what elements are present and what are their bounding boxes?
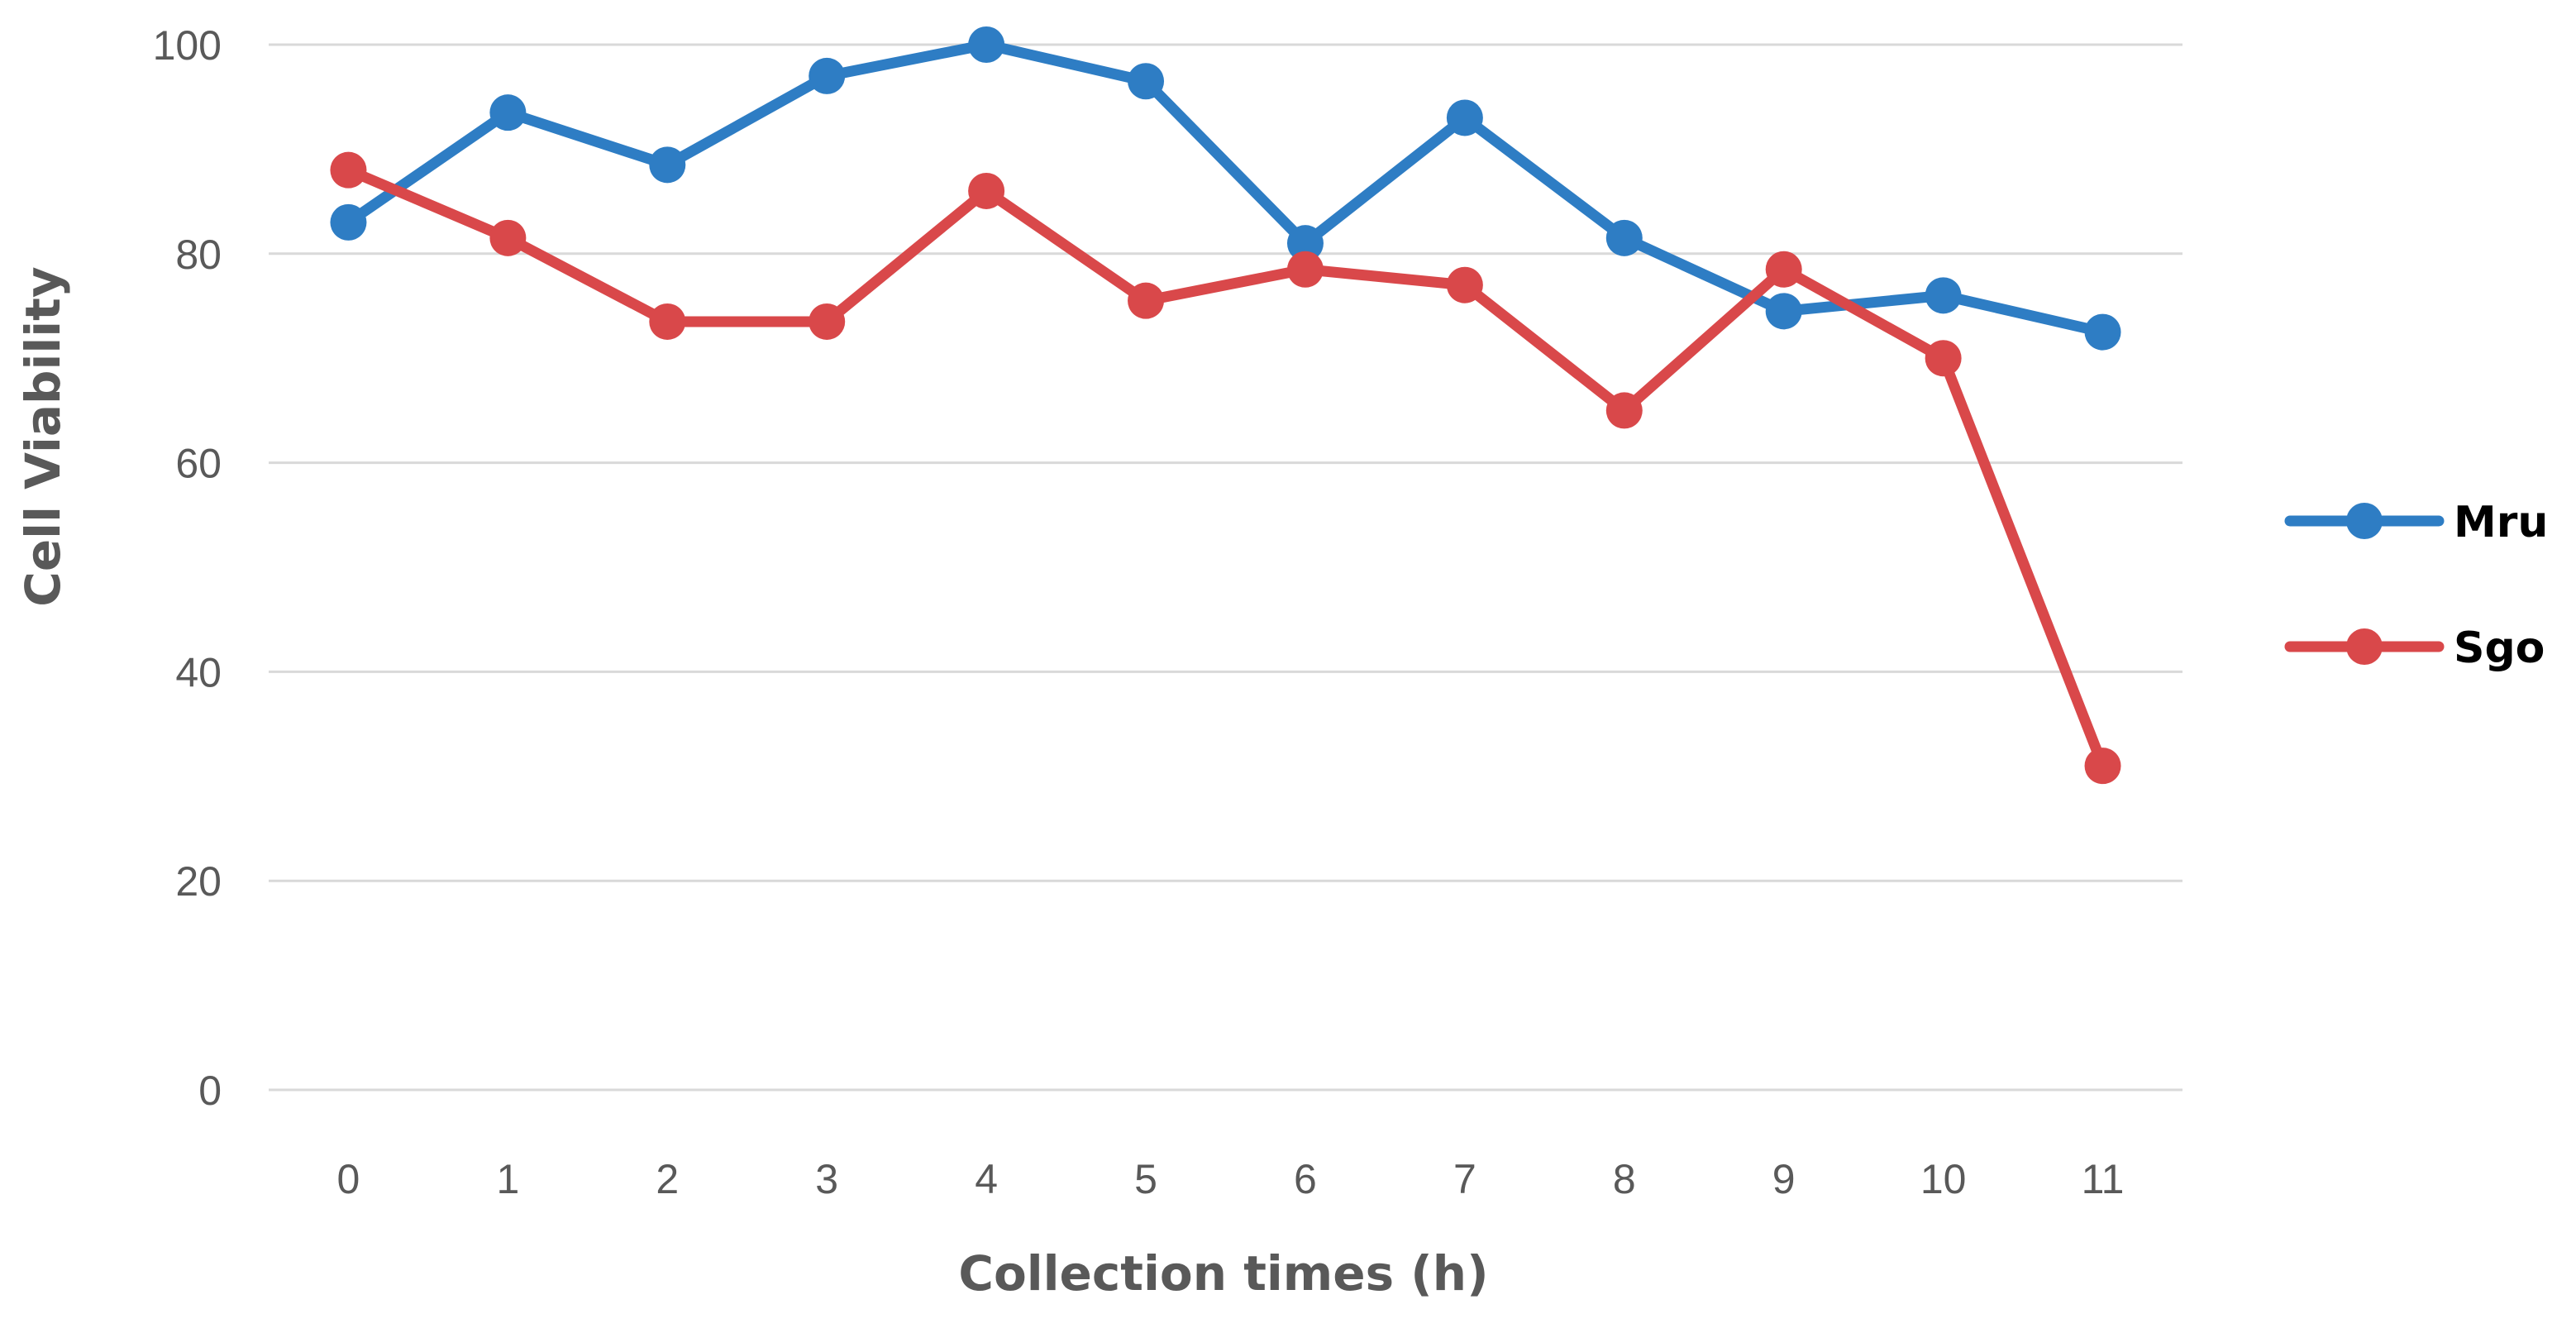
data-point-mru [968, 26, 1005, 63]
data-point-mru [809, 57, 846, 94]
series-mru [330, 26, 2121, 351]
legend-swatch-marker [2346, 503, 2383, 539]
data-point-sgo [1128, 282, 1165, 319]
x-tick-label: 3 [815, 1156, 838, 1202]
data-point-sgo [489, 219, 527, 256]
y-axis-tick-labels: 0 20 40 60 80 100 [153, 22, 222, 1114]
x-tick-label: 7 [1453, 1156, 1476, 1202]
x-tick-label: 1 [496, 1156, 519, 1202]
series-lines [330, 26, 2121, 785]
data-point-sgo [1286, 251, 1324, 288]
data-point-sgo [1605, 392, 1643, 429]
x-tick-label: 10 [1920, 1156, 1967, 1202]
x-tick-label: 0 [337, 1156, 360, 1202]
data-point-mru [1605, 219, 1643, 256]
y-tick-label: 0 [198, 1068, 222, 1114]
y-tick-label: 100 [153, 22, 222, 69]
legend: Mru Sgo [2284, 498, 2548, 673]
data-point-sgo [2084, 748, 2121, 785]
legend-label: Mru [2454, 498, 2548, 547]
y-tick-label: 80 [175, 232, 222, 278]
data-point-sgo [1446, 266, 1483, 303]
data-point-mru [2084, 313, 2121, 351]
legend-swatch-marker [2346, 628, 2383, 665]
y-tick-label: 20 [175, 858, 222, 905]
x-axis-title: Collection times (h) [958, 1245, 1488, 1302]
series-sgo [330, 151, 2121, 785]
data-point-sgo [1925, 340, 1962, 377]
data-point-mru [1925, 277, 1962, 314]
gridlines [269, 43, 2182, 1092]
data-point-mru [489, 94, 527, 131]
data-point-mru [330, 203, 367, 241]
y-tick-label: 40 [175, 649, 222, 695]
y-tick-label: 60 [175, 441, 222, 487]
x-tick-label: 4 [975, 1156, 998, 1202]
x-tick-label: 2 [656, 1156, 679, 1202]
series-line-sgo [342, 165, 2109, 771]
legend-label: Sgo [2454, 623, 2545, 673]
data-point-sgo [1765, 251, 1802, 288]
x-tick-label: 5 [1134, 1156, 1157, 1202]
x-axis-tick-labels: 0 1 2 3 4 5 6 7 8 9 10 11 [337, 1156, 2125, 1202]
data-point-sgo [809, 303, 846, 340]
series-line-mru [342, 39, 2109, 338]
data-point-sgo [649, 303, 686, 340]
data-point-mru [1128, 63, 1165, 100]
legend-item-sgo: Sgo [2284, 623, 2545, 673]
data-point-mru [1446, 99, 1483, 136]
data-point-mru [1765, 293, 1802, 330]
data-point-sgo [330, 151, 367, 189]
data-point-sgo [968, 172, 1005, 209]
data-point-mru [1286, 225, 1324, 262]
data-point-mru [649, 146, 686, 184]
x-tick-label: 8 [1613, 1156, 1636, 1202]
x-tick-label: 9 [1772, 1156, 1796, 1202]
x-tick-label: 6 [1294, 1156, 1317, 1202]
x-tick-label: 11 [2082, 1156, 2125, 1202]
legend-item-mru: Mru [2284, 498, 2548, 547]
y-axis-title: Cell Viability [15, 266, 71, 606]
